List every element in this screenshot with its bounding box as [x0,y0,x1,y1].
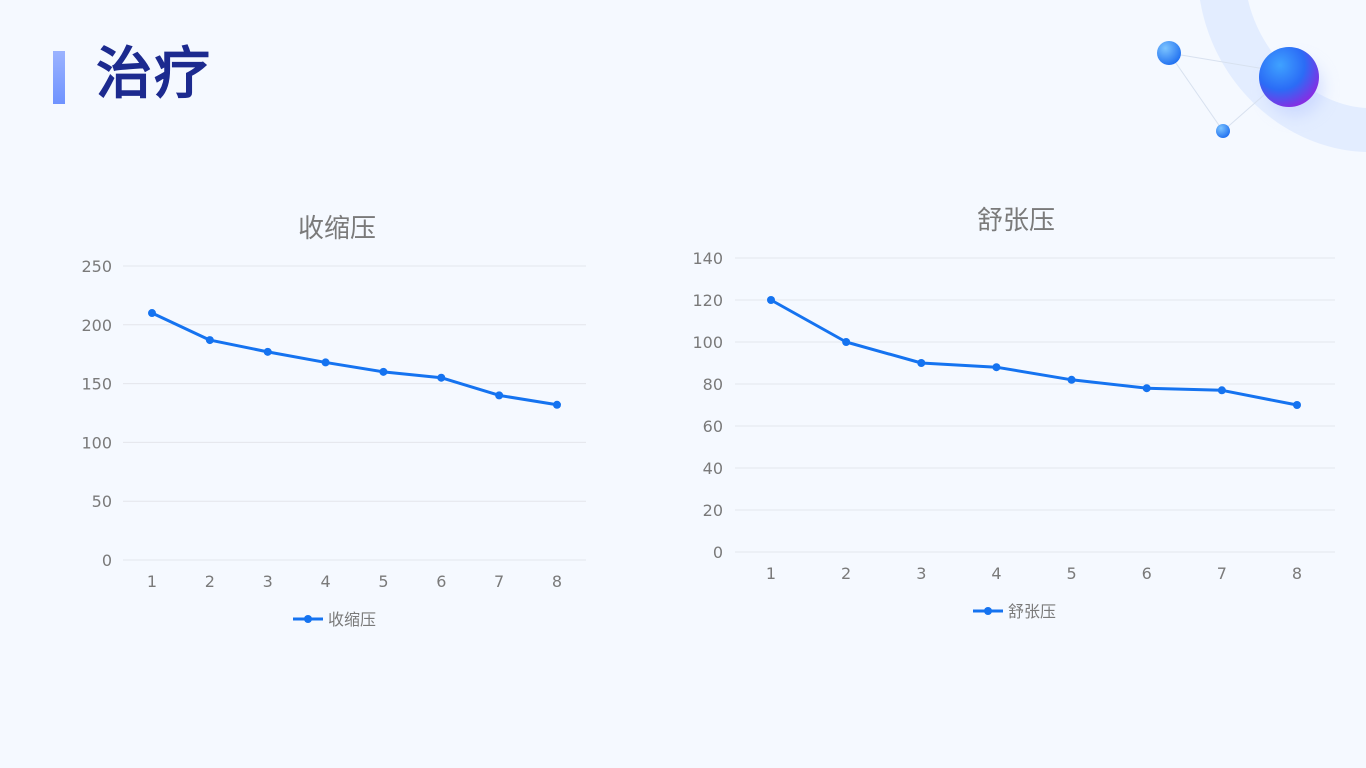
chart-legend: 收缩压 [293,610,376,629]
small-sphere [1157,41,1181,65]
data-point [1142,384,1151,393]
data-point [205,336,214,345]
y-tick-label: 100 [692,333,723,352]
data-point [495,391,504,400]
x-tick-label: 5 [1066,564,1076,583]
data-point [1217,386,1226,395]
y-tick-label: 120 [692,291,723,310]
y-tick-label: 20 [703,501,723,520]
x-tick-label: 5 [378,572,388,591]
data-point [1293,401,1301,409]
series-line [151,311,558,407]
x-tick-label: 6 [1142,564,1152,583]
title-accent-bar [53,51,65,104]
chart-title: 舒张压 [977,206,1055,236]
x-tick-label: 8 [552,572,562,591]
y-tick-label: 100 [81,433,112,452]
y-tick-label: 0 [102,551,112,570]
y-tick-label: 250 [81,257,112,276]
page-title: 治疗 [96,42,212,107]
x-tick-label: 7 [1217,564,1227,583]
y-tick-label: 40 [703,459,723,478]
data-point [842,338,851,346]
x-tick-label: 3 [263,572,273,591]
x-tick-label: 7 [494,572,504,591]
data-point [553,400,561,409]
y-tick-label: 140 [692,249,723,268]
data-point [379,367,388,376]
chart-legend: 舒张压 [973,602,1056,621]
tiny-sphere [1216,124,1230,138]
large-sphere [1259,47,1319,107]
decoration-graphic [1157,0,1366,152]
x-tick-label: 1 [766,564,776,583]
y-tick-label: 50 [92,492,112,511]
x-tick-label: 1 [147,572,157,591]
data-point [992,363,1001,372]
x-tick-label: 4 [320,572,330,591]
y-tick-label: 80 [703,375,723,394]
data-point [917,359,926,367]
x-tick-label: 3 [916,564,926,583]
chart-title: 收缩压 [298,214,376,244]
x-tick-label: 4 [991,564,1001,583]
y-tick-label: 150 [81,375,112,394]
y-tick-label: 200 [81,316,112,335]
x-tick-label: 8 [1292,564,1302,583]
data-point [767,296,775,304]
series-line [770,298,1298,407]
y-tick-label: 0 [713,543,723,562]
data-point [148,309,156,318]
legend-label: 收缩压 [328,610,376,629]
data-point [321,358,330,367]
x-tick-label: 6 [436,572,446,591]
data-point [1067,375,1076,384]
data-point [263,347,272,356]
x-tick-label: 2 [841,564,851,583]
legend-label: 舒张压 [1008,602,1056,621]
data-point [437,373,446,382]
y-tick-label: 60 [703,417,723,436]
x-tick-label: 2 [205,572,215,591]
